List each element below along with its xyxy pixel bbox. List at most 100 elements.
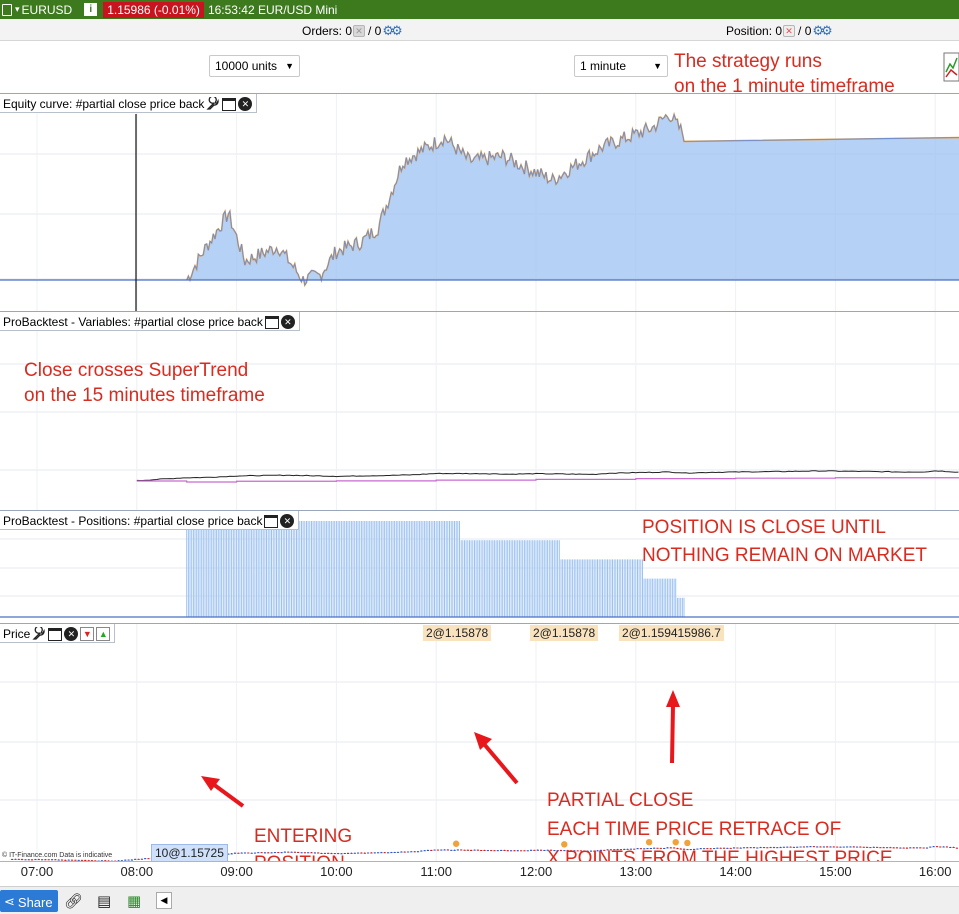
- candle-body: [802, 846, 805, 848]
- close-position-icon[interactable]: ✕: [783, 25, 796, 37]
- x-tick-label: 12:00: [519, 864, 553, 879]
- candle-body: [323, 852, 326, 854]
- candle-body: [403, 851, 406, 853]
- candle-body: [450, 849, 453, 851]
- sell-arrow-icon[interactable]: ▼: [80, 627, 95, 641]
- x-tick-label: 14:00: [719, 864, 752, 879]
- candle-body: [719, 847, 722, 849]
- candle-body: [393, 852, 396, 853]
- candle-body: [253, 852, 257, 854]
- candle-body: [243, 852, 247, 854]
- candle-body: [829, 846, 832, 848]
- close-icon[interactable]: ✕: [238, 97, 253, 111]
- price-chart: [0, 624, 959, 861]
- candle-body: [47, 859, 50, 861]
- candle-body: [343, 853, 346, 854]
- candle-body: [919, 847, 922, 849]
- candle-body: [64, 859, 67, 861]
- candle-body: [846, 846, 849, 848]
- maximize-icon[interactable]: [264, 315, 279, 329]
- candle-body: [480, 850, 483, 851]
- candle-body: [876, 846, 879, 848]
- candle-body: [84, 860, 87, 861]
- maximize-icon[interactable]: [264, 514, 279, 528]
- close-icon[interactable]: ✕: [64, 627, 79, 641]
- candle-body: [579, 850, 583, 852]
- candle-body: [307, 852, 310, 854]
- order-chip[interactable]: 2@1.159415986.7: [619, 625, 724, 641]
- candle-body: [673, 847, 676, 849]
- candle-body: [706, 848, 709, 850]
- buy-arrow-icon[interactable]: ▲: [96, 627, 111, 641]
- candle-body: [476, 849, 479, 851]
- candle-body: [396, 851, 400, 853]
- candle-body: [270, 852, 273, 854]
- units-select[interactable]: 10000 units ▼: [209, 55, 300, 77]
- candle-body: [749, 847, 752, 849]
- share-button[interactable]: ⋖ Share: [0, 890, 58, 912]
- chevron-down-icon[interactable]: ▾: [15, 4, 20, 14]
- notes-icon[interactable]: ▤: [97, 893, 112, 910]
- candle-body: [500, 850, 503, 851]
- wrench-icon[interactable]: [32, 627, 46, 641]
- candle-body: [290, 851, 293, 853]
- candle-body: [796, 846, 799, 848]
- left-arrow-button[interactable]: ◀: [156, 892, 172, 909]
- candle-body: [842, 846, 845, 848]
- maximize-icon[interactable]: [222, 97, 237, 111]
- candle-body: [463, 849, 466, 851]
- cancel-orders-icon[interactable]: ✕: [353, 25, 366, 37]
- candle-body: [530, 849, 533, 851]
- candle-body: [839, 846, 842, 848]
- candle-body: [37, 859, 40, 861]
- panel-title-text: Equity curve: #partial close price back: [3, 97, 205, 111]
- gear-icon[interactable]: ⚙⚙: [812, 23, 832, 38]
- close-line: [136, 470, 959, 482]
- maximize-icon[interactable]: [48, 627, 63, 641]
- symbol-label[interactable]: EURUSD: [21, 2, 73, 17]
- candle-body: [889, 847, 892, 849]
- candle-body: [573, 850, 576, 852]
- candle-body: [629, 848, 632, 850]
- order-chip[interactable]: 2@1.15878: [530, 625, 599, 641]
- candle-body: [134, 858, 137, 860]
- gear-icon[interactable]: ⚙⚙: [382, 23, 402, 38]
- candle-body: [357, 852, 360, 854]
- candle-body: [633, 848, 636, 850]
- candle-body: [703, 848, 706, 850]
- candle-body: [559, 850, 563, 852]
- wrench-icon[interactable]: [206, 97, 220, 111]
- candle-body: [516, 850, 519, 852]
- order-chip[interactable]: 2@1.15878: [423, 625, 492, 641]
- candle-body: [866, 846, 869, 848]
- candle-body: [769, 847, 772, 849]
- candle-body: [892, 847, 895, 849]
- candle-body: [762, 847, 766, 849]
- partial-close-marker: [561, 841, 568, 848]
- info-icon[interactable]: i: [84, 3, 98, 16]
- data-source-label: © IT-Finance.com Data is indicative: [2, 852, 113, 859]
- layout-icon[interactable]: ▦: [127, 893, 142, 910]
- candle-body: [493, 850, 496, 852]
- position-count: / 0: [798, 24, 812, 38]
- x-tick-label: 10:00: [320, 864, 353, 879]
- candle-body: [267, 852, 270, 854]
- close-icon[interactable]: ✕: [280, 514, 295, 528]
- link-icon[interactable]: 🔗︎: [64, 893, 84, 910]
- timeframe-select[interactable]: 1 minute ▼: [574, 55, 668, 77]
- partial-close-marker: [684, 839, 691, 847]
- partial-close-marker: [452, 840, 460, 847]
- candle-body: [806, 846, 809, 848]
- candle-body: [460, 849, 463, 851]
- candle-body: [87, 860, 90, 861]
- window-icon[interactable]: [2, 3, 12, 16]
- indicator-tool-icon[interactable]: [943, 52, 959, 82]
- candle-body: [659, 847, 662, 849]
- candle-body: [932, 846, 935, 848]
- close-icon[interactable]: ✕: [280, 315, 295, 329]
- candle-body: [766, 847, 769, 849]
- candle-body: [67, 859, 70, 861]
- candle-body: [909, 847, 912, 849]
- candle-body: [353, 852, 356, 854]
- candle-body: [789, 846, 792, 848]
